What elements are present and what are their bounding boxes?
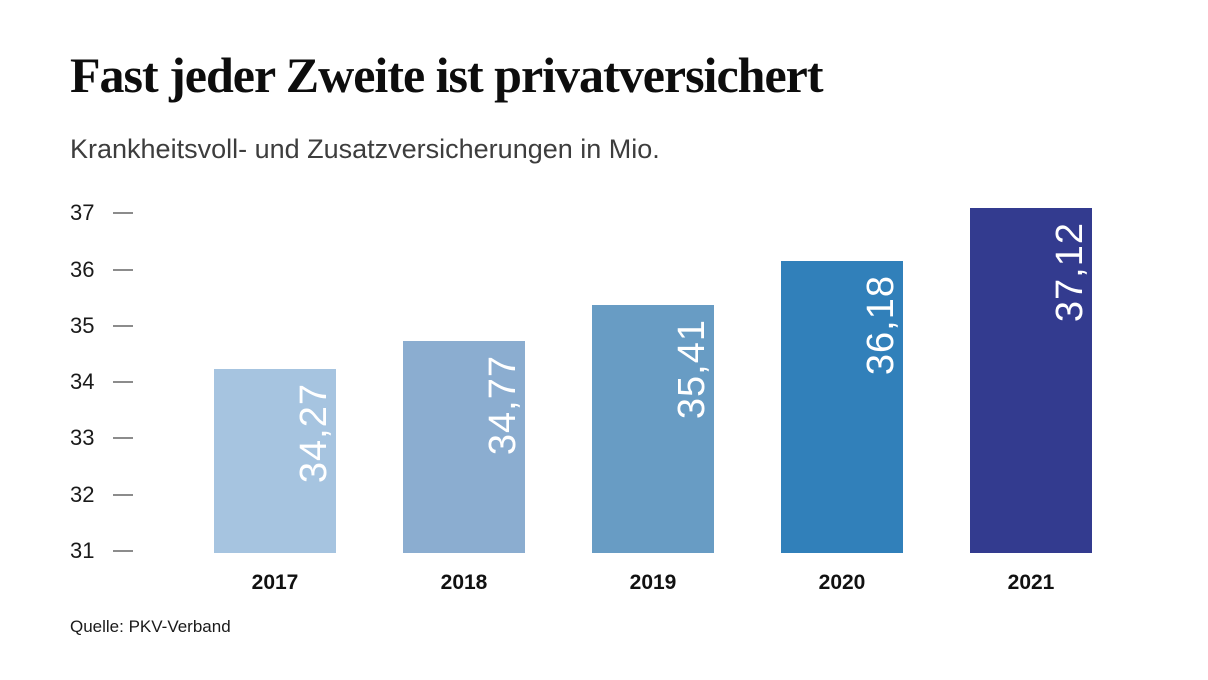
- y-tick-label: 37: [70, 200, 95, 226]
- y-tick-mark: [113, 268, 133, 271]
- bar-value-label: 37,12: [1049, 222, 1091, 323]
- y-tick-33: 33: [70, 423, 133, 453]
- chart-source: Quelle: PKV-Verband: [70, 617, 231, 636]
- bar-value-label: 35,41: [671, 318, 713, 419]
- y-tick-mark: [113, 212, 133, 215]
- y-tick-label: 36: [70, 256, 95, 282]
- y-tick-label: 34: [70, 369, 95, 395]
- y-tick-label: 33: [70, 425, 95, 451]
- chart-title: Fast jeder Zweite ist privatversichert: [70, 47, 823, 103]
- bar-2021: 37,12: [970, 208, 1092, 553]
- y-tick-37: 37: [70, 198, 133, 228]
- y-tick-mark: [113, 437, 133, 440]
- bar-value-label: 34,77: [482, 354, 524, 455]
- y-tick-34: 34: [70, 367, 133, 397]
- x-label-2019: 2019: [629, 571, 677, 594]
- bar-2019: 35,41: [592, 304, 714, 553]
- bar-value-label: 34,27: [293, 382, 335, 483]
- y-tick-32: 32: [70, 480, 133, 510]
- bar-2020: 36,18: [781, 261, 903, 553]
- y-tick-label: 31: [70, 538, 95, 563]
- y-tick-mark: [113, 324, 133, 327]
- bar-2018: 34,77: [403, 340, 525, 553]
- y-tick-label: 32: [70, 481, 95, 507]
- x-label-2018: 2018: [440, 571, 488, 594]
- y-tick-mark: [113, 381, 133, 384]
- y-tick-mark: [113, 550, 133, 552]
- y-tick-35: 35: [70, 311, 133, 341]
- bar-2017: 34,27: [214, 368, 336, 553]
- y-tick-36: 36: [70, 255, 133, 285]
- y-tick-label: 35: [70, 312, 95, 338]
- chart-subtitle: Krankheitsvoll- und Zusatzversicherungen…: [70, 134, 660, 164]
- bar-value-label: 36,18: [860, 275, 902, 376]
- y-tick-mark: [113, 493, 133, 496]
- x-label-2020: 2020: [818, 571, 866, 594]
- x-label-2017: 2017: [251, 571, 299, 594]
- y-tick-31: 31: [70, 536, 133, 566]
- x-label-2021: 2021: [1007, 571, 1055, 594]
